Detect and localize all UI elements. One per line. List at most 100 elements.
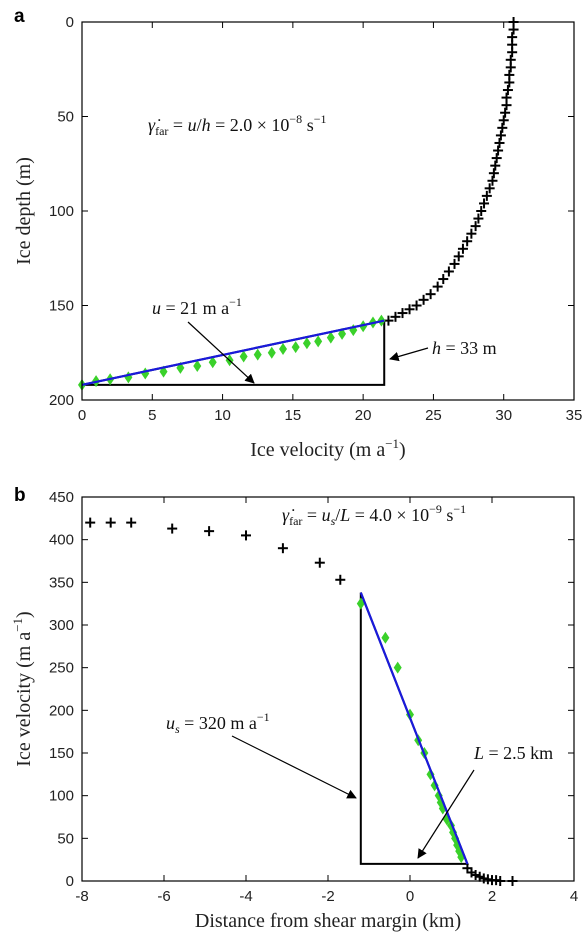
- fit-line: [81, 319, 385, 386]
- data-point-plus: [484, 183, 495, 194]
- data-point-plus: [432, 281, 443, 292]
- y-tick-label: 400: [49, 532, 74, 549]
- x-tick-label: 35: [566, 407, 583, 424]
- panel-a-h-annotation: h = 33 m: [432, 338, 497, 358]
- data-point-plus: [443, 266, 454, 277]
- data-point-diamond: [267, 346, 276, 359]
- data-point-diamond: [124, 371, 133, 384]
- data-point-plus: [457, 243, 468, 254]
- y-tick-label: 100: [49, 203, 74, 220]
- data-point-plus: [505, 62, 516, 73]
- data-point-plus: [497, 122, 508, 133]
- panel-b-letter: b: [14, 485, 26, 506]
- x-tick-label: 4: [570, 888, 578, 905]
- y-tick-label: 250: [49, 660, 74, 677]
- data-point-plus: [500, 107, 511, 118]
- data-point-diamond: [193, 359, 202, 372]
- data-point-plus: [495, 130, 506, 141]
- data-point-plus: [473, 213, 484, 224]
- data-point-diamond: [381, 631, 390, 644]
- data-point-plus: [277, 543, 288, 554]
- data-point-plus: [418, 294, 429, 305]
- y-tick-label: 150: [49, 745, 74, 762]
- data-point-plus: [167, 523, 178, 534]
- data-point-diamond: [291, 341, 300, 354]
- data-point-plus: [487, 175, 498, 186]
- data-point-plus: [404, 304, 415, 315]
- data-point-diamond: [326, 331, 335, 344]
- y-tick-label: 50: [57, 109, 74, 126]
- data-point-diamond: [141, 367, 150, 380]
- x-tick-label: 10: [214, 407, 231, 424]
- panel-a-u-annotation: u = 21 m a−1: [152, 295, 242, 318]
- y-tick-label: 100: [49, 788, 74, 805]
- y-tick-label: 0: [66, 873, 74, 890]
- data-point-diamond: [302, 337, 311, 350]
- panel-a-plot-area: [78, 17, 519, 391]
- y-tick-label: 300: [49, 617, 74, 634]
- panel-b-x-axis-title: Distance from shear margin (km): [195, 910, 461, 932]
- panel-b-frame: [81, 496, 575, 882]
- data-point-plus: [507, 47, 518, 58]
- data-point-plus: [449, 258, 460, 269]
- panel-a-frame: [81, 21, 575, 401]
- data-point-plus: [425, 289, 436, 300]
- panel-b-us-arrow: [231, 735, 357, 799]
- panel-a-rate-annotation: γ̇far = u/h = 2.0 × 10−8 s−1: [148, 112, 326, 138]
- data-point-plus: [314, 557, 325, 568]
- data-point-diamond: [253, 348, 262, 361]
- x-tick-label: 15: [285, 407, 302, 424]
- fit-line: [359, 592, 469, 865]
- data-point-diamond: [208, 356, 217, 369]
- x-tick-label: 25: [425, 407, 442, 424]
- data-point-plus: [453, 251, 464, 262]
- y-tick-label: 150: [49, 298, 74, 315]
- data-point-plus: [204, 526, 215, 537]
- panel-a-h-arrow: [389, 347, 429, 362]
- y-tick-label: 200: [49, 392, 74, 409]
- data-point-plus: [508, 24, 519, 35]
- data-point-plus: [490, 160, 501, 171]
- data-point-diamond: [359, 320, 368, 333]
- data-point-diamond: [393, 661, 402, 674]
- data-point-plus: [498, 115, 509, 126]
- x-tick-label: 2: [488, 888, 496, 905]
- x-tick-label: 0: [406, 888, 414, 905]
- x-tick-label: 20: [355, 407, 372, 424]
- panel-a-ticks: 0 5 10 15 20 25 30 35 0 50 100 150 200: [49, 14, 582, 424]
- panel-b: b -8 -6 -4 -2 0 2 4 0 50 100 150 200 250 300 350 400 450…: [10, 485, 578, 932]
- data-point-plus: [411, 300, 422, 311]
- data-point-plus: [479, 198, 490, 209]
- data-point-plus: [493, 145, 504, 156]
- panel-b-y-axis-title: Ice velocity (m a−1): [10, 611, 35, 766]
- data-point-plus: [494, 137, 505, 148]
- data-point-plus: [390, 311, 401, 322]
- x-tick-label: -4: [239, 888, 252, 905]
- data-point-plus: [502, 85, 513, 96]
- panel-b-us-annotation: us = 320 m a−1: [166, 710, 270, 736]
- data-point-diamond: [279, 342, 288, 355]
- data-point-plus: [105, 517, 116, 528]
- data-point-plus: [462, 236, 473, 247]
- y-tick-label: 200: [49, 702, 74, 719]
- panel-a-y-axis-title: Ice depth (m): [13, 157, 35, 265]
- x-tick-label: 30: [495, 407, 512, 424]
- y-tick-label: 0: [66, 14, 74, 31]
- data-point-plus: [491, 153, 502, 164]
- data-point-diamond: [239, 350, 248, 363]
- data-point-plus: [476, 206, 487, 216]
- panel-a-letter: a: [14, 6, 25, 27]
- x-tick-label: 0: [78, 407, 86, 424]
- x-tick-label: -6: [157, 888, 170, 905]
- data-point-plus: [488, 168, 499, 179]
- data-point-plus: [241, 530, 251, 541]
- data-point-plus: [504, 77, 515, 88]
- data-point-plus: [126, 517, 137, 528]
- panel-a: a 0 5 10 15 20 25 30 35 0 50 100 150 200 γ̇far = u/h…: [13, 6, 582, 461]
- y-tick-label: 450: [49, 489, 74, 506]
- panel-b-rate-annotation: γ̇far = us/L = 4.0 × 10−9 s−1: [282, 502, 466, 528]
- data-point-diamond: [314, 335, 323, 348]
- panel-b-L-arrow: [417, 769, 475, 859]
- data-point-plus: [501, 100, 512, 111]
